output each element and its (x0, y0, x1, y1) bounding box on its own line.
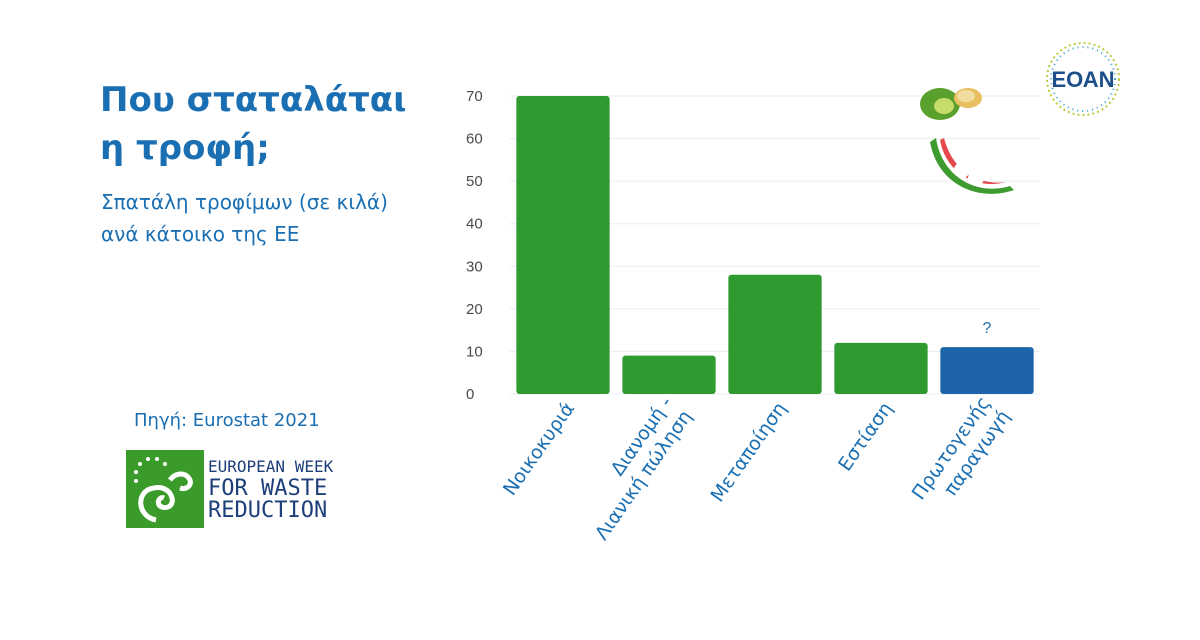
x-category-label: Πρωτογενήςπαραγωγή (908, 393, 1015, 518)
ewwr-logo-line2: FOR WASTE (208, 476, 328, 501)
ewwr-logo: EUROPEAN WEEK FOR WASTE REDUCTION (126, 450, 346, 530)
y-tick-label: 10 (466, 343, 483, 360)
ewwr-logo-line1: EUROPEAN WEEK (208, 457, 334, 476)
x-category-label-line: Νοικοκυριά (499, 398, 579, 499)
y-tick-label: 50 (466, 173, 483, 190)
bars (516, 96, 1034, 394)
eoan-logo-text: ΕΟΑΝ (1052, 67, 1115, 92)
eoan-logo: ΕΟΑΝ (1040, 40, 1126, 118)
y-tick-label: 20 (466, 301, 483, 318)
category-labels: Νοικοκυριά Διανομή -Λιανική πώληση Μεταποί… (499, 393, 1015, 545)
bar (622, 355, 716, 394)
bar (728, 274, 822, 394)
bar (834, 342, 928, 394)
bar (940, 347, 1034, 394)
fruit-illustration-icon (920, 88, 1014, 194)
bar-annotation: ? (983, 320, 992, 337)
x-category-label: Εστίαση (834, 398, 897, 475)
page-title: Που σταταλάται η τροφή; (100, 80, 407, 168)
y-tick-label: 30 (466, 258, 483, 275)
bar (516, 96, 610, 394)
ewwr-emblem-icon (126, 450, 204, 528)
source-note: Πηγή: Eurostat 2021 (134, 410, 320, 431)
x-category-label-line: Εστίαση (834, 398, 897, 475)
y-tick-label: 60 (466, 131, 483, 148)
x-category-label: Νοικοκυριά (499, 398, 579, 499)
y-tick-label: 40 (466, 216, 483, 233)
chart-subtitle: Σπατάλη τροφίμων (σε κιλά) ανά κάτοικο τ… (101, 190, 388, 246)
x-category-label: Μεταποίηση (706, 398, 791, 506)
bar-chart: 0 10 20 30 40 50 60 70 Νοικοκυριά Διανομή -Λιανι… (466, 88, 1040, 545)
y-tick-label: 70 (466, 88, 483, 105)
y-tick-label: 0 (466, 386, 474, 403)
ewwr-logo-line3: REDUCTION (208, 498, 328, 523)
x-category-label: Διανομή -Λιανική πώληση (571, 393, 696, 545)
x-category-label-line: Μεταποίηση (706, 398, 791, 506)
y-axis-ticks: 0 10 20 30 40 50 60 70 (466, 88, 483, 403)
